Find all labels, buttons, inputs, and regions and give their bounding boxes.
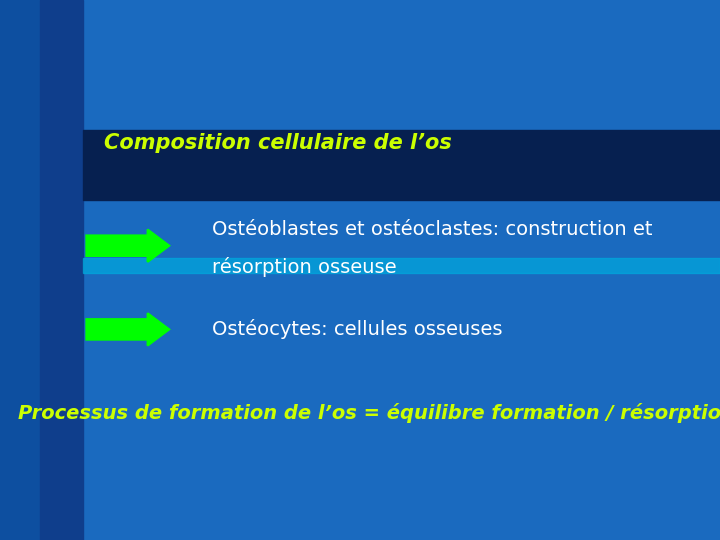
FancyArrow shape <box>86 230 169 262</box>
FancyArrow shape <box>86 313 169 346</box>
Text: Composition cellulaire de l’os: Composition cellulaire de l’os <box>104 133 452 153</box>
Bar <box>83 258 720 273</box>
Text: résorption osseuse: résorption osseuse <box>212 257 397 278</box>
Bar <box>0 0 40 540</box>
Text: Ostéocytes: cellules osseuses: Ostéocytes: cellules osseuses <box>212 319 503 340</box>
Bar <box>40 0 83 540</box>
Text: Ostéoblastes et ostéoclastes: construction et: Ostéoblastes et ostéoclastes: constructi… <box>212 220 653 239</box>
Bar <box>83 130 720 200</box>
Text: Processus de formation de l’os = équilibre formation / résorption: Processus de formation de l’os = équilib… <box>18 403 720 423</box>
